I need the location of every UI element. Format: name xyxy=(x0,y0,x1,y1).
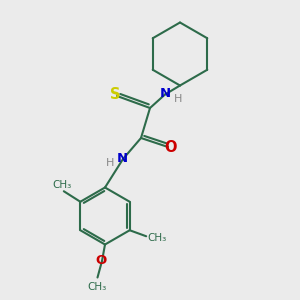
Text: CH₃: CH₃ xyxy=(88,282,107,292)
Text: O: O xyxy=(95,254,106,268)
Text: H: H xyxy=(106,158,115,168)
Text: S: S xyxy=(110,87,121,102)
Text: N: N xyxy=(117,152,128,165)
Text: CH₃: CH₃ xyxy=(53,180,72,190)
Text: CH₃: CH₃ xyxy=(148,233,167,243)
Text: H: H xyxy=(173,94,182,104)
Text: O: O xyxy=(164,140,177,154)
Text: N: N xyxy=(160,87,171,101)
